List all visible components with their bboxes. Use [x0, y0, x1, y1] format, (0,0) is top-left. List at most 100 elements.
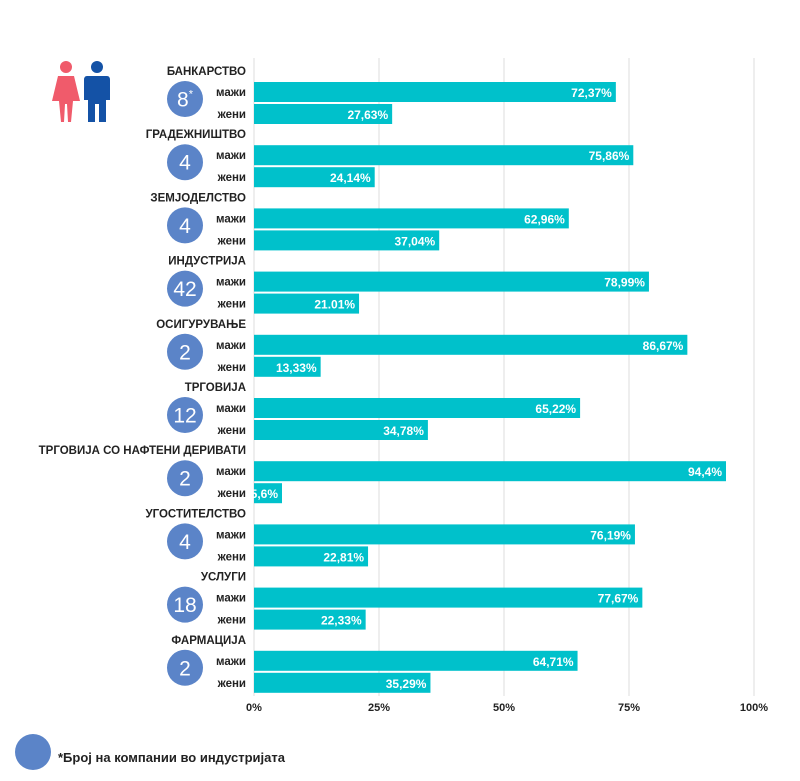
bar-value-label: 62,96%: [524, 212, 565, 226]
industry-label: УСЛУГИ: [201, 572, 246, 584]
bar: [254, 483, 282, 504]
bar-value-label: 5,6%: [251, 487, 279, 501]
bar-value-label: 22,33%: [321, 614, 362, 628]
bar-value-label: 77,67%: [598, 592, 639, 606]
industry-label: ЗЕМЈОДЕЛСТВО: [150, 192, 246, 204]
company-count-circle: [167, 460, 203, 497]
bar: [254, 650, 578, 671]
gender-row-label: мажи: [216, 87, 246, 99]
bar: [254, 420, 428, 440]
bar: [254, 398, 581, 418]
bar: [254, 524, 635, 545]
bar: [254, 356, 321, 377]
company-count: 2: [179, 341, 191, 364]
industry-label: ОСИГУРУВАЊЕ: [156, 319, 246, 331]
company-count-value: 8: [177, 89, 189, 112]
industry-label: БАНКАРСТВО: [167, 66, 246, 78]
category-group: ФАРМАЦИЈА 2 мажи 64,71% жени 35,29%: [167, 635, 578, 693]
gender-row-label: мажи: [216, 403, 246, 415]
bar: [254, 167, 375, 188]
company-count-circle: [167, 144, 203, 181]
footnote: *Број на компании во индустријата: [15, 734, 286, 770]
gender-row-label: жени: [217, 109, 246, 121]
industry-label: ФАРМАЦИЈА: [171, 635, 246, 647]
bar-value-label: 76,19%: [590, 528, 631, 542]
bar-value-label: 24,14%: [330, 171, 371, 185]
bar: [254, 104, 393, 124]
company-count-value: 12: [173, 405, 196, 428]
gender-row-label: мажи: [216, 656, 246, 668]
bar: [254, 208, 569, 229]
footnote-marker: *: [189, 89, 194, 101]
bar: [254, 334, 688, 355]
company-count-circle: [167, 523, 203, 560]
gender-row-label: жени: [217, 615, 246, 627]
category-group: ТРГОВИЈА 12 мажи 65,22% жени 34,78%: [167, 382, 581, 440]
bar: [254, 587, 643, 608]
bar-value-label: 86,67%: [643, 339, 684, 353]
company-count-value: 2: [179, 468, 191, 491]
gender-row-label: жени: [217, 235, 246, 247]
bar-value-label: 94,4%: [688, 465, 722, 479]
bar-value-label: 21.01%: [314, 298, 355, 312]
bar-value-label: 22,81%: [323, 550, 364, 564]
company-count: 12: [173, 405, 196, 428]
legend-icons: [52, 61, 110, 122]
company-count-circle: [167, 81, 203, 117]
gender-row-label: жени: [217, 299, 246, 311]
gender-row-label: жени: [217, 551, 246, 563]
gender-row-label: мажи: [216, 340, 246, 352]
company-count-value: 42: [173, 278, 196, 301]
company-count-circle: [167, 397, 203, 433]
bar-value-label: 13,33%: [276, 361, 317, 375]
categories: БАНКАРСТВО 8* мажи 72,37% жени 27,63% ГРАДЕЖНИ…: [39, 66, 726, 693]
gender-row-label: мажи: [216, 466, 246, 478]
bar: [254, 82, 616, 102]
gender-row-label: жени: [217, 425, 246, 437]
gender-row-label: жени: [217, 362, 246, 374]
gender-row-label: мажи: [216, 593, 246, 605]
company-count: 8*: [177, 89, 194, 112]
gender-row-label: мажи: [216, 529, 246, 541]
company-count: 4: [179, 152, 191, 175]
gender-row-label: жени: [217, 678, 246, 690]
industry-label: ТРГОВИЈА СО НАФТЕНИ ДЕРИВАТИ: [39, 445, 246, 457]
company-count-value: 4: [179, 215, 191, 238]
category-group: ГРАДЕЖНИШТВО 4 мажи 75,86% жени 24,14%: [146, 129, 634, 188]
gender-row-label: жени: [217, 172, 246, 184]
company-count-circle: [167, 649, 203, 686]
company-count-value: 4: [179, 152, 191, 175]
industry-label: ТРГОВИЈА: [185, 382, 246, 394]
company-count: 4: [179, 215, 191, 238]
company-count: 2: [179, 657, 191, 680]
category-group: ИНДУСТРИЈА 42 мажи 78,99% жени 21.01%: [167, 256, 649, 314]
bar: [254, 546, 369, 567]
bar: [254, 145, 634, 166]
company-count-circle: [167, 586, 203, 623]
x-tick-label: 0%: [246, 702, 262, 714]
male-icon: [84, 61, 110, 122]
category-group: БАНКАРСТВО 8* мажи 72,37% жени 27,63%: [167, 66, 616, 124]
company-count: 4: [179, 531, 191, 554]
bar: [254, 293, 360, 314]
industry-label: ГРАДЕЖНИШТВО: [146, 129, 246, 141]
company-count-value: 2: [179, 657, 191, 680]
x-axis: 0% 25% 50% 75% 100%: [246, 702, 768, 714]
category-group: ЗЕМЈОДЕЛСТВО 4 мажи 62,96% жени 37,04%: [150, 192, 569, 251]
gender-row-label: мажи: [216, 150, 246, 162]
gender-row-label: жени: [217, 488, 246, 500]
x-tick-label: 75%: [618, 702, 640, 714]
category-group: УГОСТИТЕЛСТВО 4 мажи 76,19% жени 22,81%: [145, 508, 635, 567]
bar-value-label: 37,04%: [394, 234, 435, 248]
bar-value-label: 64,71%: [533, 655, 574, 669]
bar-value-label: 72,37%: [571, 86, 612, 100]
bar: [254, 609, 366, 630]
female-icon: [52, 61, 80, 122]
gender-row-label: мажи: [216, 213, 246, 225]
industry-label: УГОСТИТЕЛСТВО: [145, 508, 246, 520]
company-count: 42: [173, 278, 196, 301]
company-count-circle: [167, 207, 203, 244]
gender-row-label: мажи: [216, 277, 246, 289]
company-count-value: 4: [179, 531, 191, 554]
x-tick-label: 50%: [493, 702, 515, 714]
